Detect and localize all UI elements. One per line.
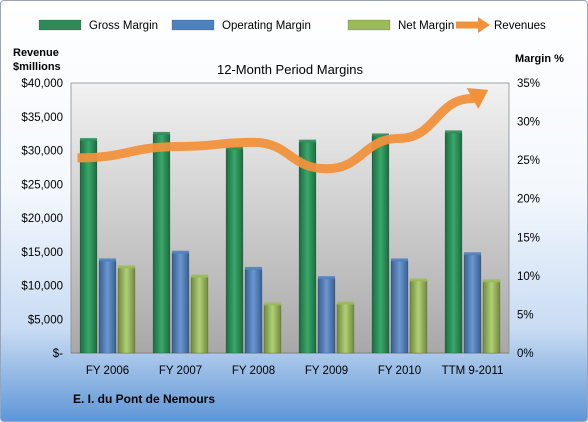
legend-gross-margin-label: Gross Margin [89, 20, 158, 32]
gross-margin-bar-top [226, 146, 243, 150]
gross-margin-bar-top [299, 139, 316, 143]
gross-margin-bar [444, 132, 463, 354]
net-margin-bar [263, 304, 282, 354]
legend-revenues-label: Revenues [494, 20, 546, 32]
operating-margin-bar-top [318, 276, 335, 280]
operating-margin-bar [171, 252, 190, 354]
net-margin-bar-top [337, 301, 354, 305]
net-margin-bar [190, 276, 209, 354]
operating-margin-bar-top [172, 250, 189, 254]
operating-margin-bar [390, 260, 409, 354]
left-tick-label: $15,000 [21, 247, 63, 259]
right-tick-label: 0% [517, 348, 534, 360]
right-tick-label: 35% [517, 78, 540, 90]
legend-net-margin-label: Net Margin [398, 20, 454, 32]
net-margin-bar [336, 303, 355, 354]
right-tick-label: 15% [517, 232, 540, 244]
net-margin-bar-top [264, 302, 281, 306]
net-margin-bar-top [191, 274, 208, 278]
right-tick-label: 30% [517, 117, 540, 129]
left-tick-label: $35,000 [21, 112, 63, 124]
right-tick-label: 5% [517, 309, 534, 321]
revenues-line [77, 93, 477, 174]
gross-margin-bar-top [445, 130, 462, 134]
operating-margin-bar-top [464, 252, 481, 256]
net-margin-bar [117, 267, 136, 354]
right-tick-label: 10% [517, 271, 540, 283]
legend-revenues-arrowhead [478, 17, 490, 33]
operating-margin-bar-top [245, 266, 262, 270]
gross-margin-bar-top [372, 133, 389, 137]
left-axis-title-line1: Revenue [13, 47, 59, 59]
gross-margin-bar-top [80, 138, 97, 142]
gross-margin-bar [79, 139, 98, 354]
net-margin-bar-top [118, 265, 135, 269]
operating-margin-bar-top [391, 258, 408, 262]
left-axis-title-line2: $millions [13, 61, 61, 73]
x-tick-label: FY 2009 [305, 365, 348, 377]
left-tick-label: $20,000 [21, 213, 63, 225]
right-axis-title: Margin % [515, 53, 564, 65]
left-tick-label: $25,000 [21, 179, 63, 191]
plot-area [70, 82, 510, 354]
legend-operating-margin-swatch [171, 19, 215, 31]
right-tick-label: 20% [517, 194, 540, 206]
net-margin-bar [409, 280, 428, 354]
revenues-arrowhead [466, 87, 489, 110]
gross-margin-bar-top [153, 131, 170, 135]
x-tick-label: FY 2008 [232, 365, 275, 377]
net-margin-bar-top [483, 279, 500, 283]
operating-margin-bar [317, 277, 336, 354]
legend-net-margin-swatch [347, 19, 391, 31]
right-tick-label: 25% [517, 155, 540, 167]
legend-operating-margin-label: Operating Margin [222, 20, 311, 32]
gross-margin-bar [298, 141, 317, 354]
x-tick-label: FY 2010 [378, 365, 421, 377]
net-margin-bar [482, 281, 501, 354]
legend-gross-margin-swatch [38, 19, 82, 31]
operating-margin-bar [98, 260, 117, 354]
company-name: E. I. du Pont de Nemours [73, 392, 215, 406]
gross-margin-bar [152, 133, 171, 354]
chart-title: 12-Month Period Margins [217, 62, 363, 77]
operating-margin-bar [244, 268, 263, 354]
gross-margin-bar [371, 135, 390, 354]
x-tick-label: FY 2006 [86, 365, 129, 377]
left-tick-label: $10,000 [21, 281, 63, 293]
left-tick-label: $40,000 [21, 78, 63, 90]
x-tick-label: FY 2007 [159, 365, 202, 377]
left-tick-label: $30,000 [21, 146, 63, 158]
net-margin-bar-top [410, 278, 427, 282]
operating-margin-bar [463, 254, 482, 354]
left-tick-label: $- [53, 348, 63, 360]
gross-margin-bar [225, 148, 244, 354]
x-tick-label: TTM 9-2011 [442, 365, 504, 377]
operating-margin-bar-top [99, 258, 116, 262]
left-tick-label: $5,000 [28, 314, 63, 326]
